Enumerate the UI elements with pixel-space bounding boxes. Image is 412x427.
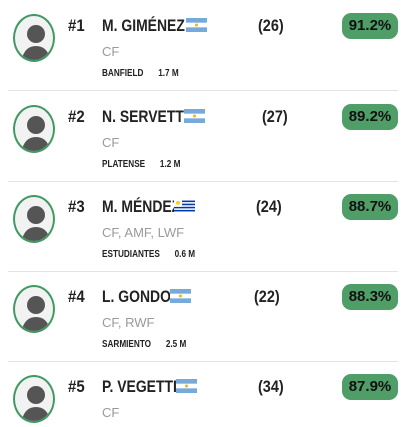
- player-avatar: [13, 285, 55, 333]
- player-name[interactable]: N. SERVETTO: [102, 107, 195, 126]
- player-row[interactable]: #2 N. SERVETTO CF PLATENSE 1.2 M (27) 89.…: [8, 91, 398, 182]
- player-row[interactable]: #1 M. GIMÉNEZ CF BANFIELD 1.7 M (26) 91.2…: [8, 0, 398, 91]
- player-market-value: 2.5 M: [165, 339, 187, 350]
- player-club: PLATENSE: [102, 159, 146, 170]
- player-position: CF, RWF: [102, 315, 155, 330]
- player-position: CF: [102, 44, 120, 59]
- player-score-badge: 91.2%: [342, 13, 398, 39]
- player-age: (24): [256, 197, 282, 216]
- player-rank: #3: [68, 197, 85, 216]
- player-row[interactable]: #3 M. MÉNDEZ CF, AMF, LWF ESTUDIANTES 0.6…: [8, 181, 398, 272]
- argentina-flag-icon: [170, 289, 191, 303]
- uruguay-flag-icon: [174, 199, 195, 213]
- player-avatar: [13, 105, 55, 153]
- player-score-badge: 88.7%: [342, 194, 398, 220]
- player-market-value: 0.6 M: [174, 249, 196, 260]
- player-avatar: [13, 195, 55, 243]
- player-name[interactable]: M. GIMÉNEZ: [102, 16, 185, 35]
- argentina-flag-icon: [184, 109, 205, 123]
- player-club-info: BANFIELD 1.7 M: [102, 68, 179, 79]
- player-rank: #4: [68, 287, 85, 306]
- player-score-badge: 88.3%: [342, 284, 398, 310]
- player-market-value: 1.7 M: [158, 68, 179, 79]
- player-club: SARMIENTO: [102, 339, 152, 350]
- argentina-flag-icon: [186, 18, 207, 32]
- player-club-info: SARMIENTO 2.5 M: [102, 339, 186, 350]
- player-position: CF: [102, 405, 120, 420]
- player-position: CF: [102, 135, 120, 150]
- player-club: BANFIELD: [102, 68, 144, 79]
- player-rank: #2: [68, 107, 85, 126]
- player-club-info: ESTUDIANTES 0.6 M: [102, 249, 195, 260]
- player-age: (27): [262, 107, 288, 126]
- player-score-badge: 89.2%: [342, 104, 398, 130]
- player-rank: #1: [68, 16, 85, 35]
- player-score-badge: 87.9%: [342, 374, 398, 400]
- player-age: (26): [258, 16, 284, 35]
- argentina-flag-icon: [176, 379, 197, 393]
- player-name[interactable]: M. MÉNDEZ: [102, 197, 181, 216]
- player-club: ESTUDIANTES: [102, 249, 160, 260]
- player-market-value: 1.2 M: [159, 159, 181, 170]
- player-age: (34): [258, 377, 284, 396]
- player-rank: #5: [68, 377, 85, 396]
- player-position: CF, AMF, LWF: [102, 225, 185, 240]
- player-row[interactable]: #4 L. GONDOU CF, RWF SARMIENTO 2.5 M (22)…: [8, 271, 398, 362]
- player-age: (22): [254, 287, 280, 306]
- player-avatar: [13, 375, 55, 423]
- player-name[interactable]: L. GONDOU: [102, 287, 182, 306]
- player-name[interactable]: P. VEGETTI: [102, 377, 177, 396]
- player-avatar: [13, 14, 55, 62]
- player-club-info: PLATENSE 1.2 M: [102, 159, 180, 170]
- player-row[interactable]: #5 P. VEGETTI CF (34) 87.9%: [8, 361, 398, 427]
